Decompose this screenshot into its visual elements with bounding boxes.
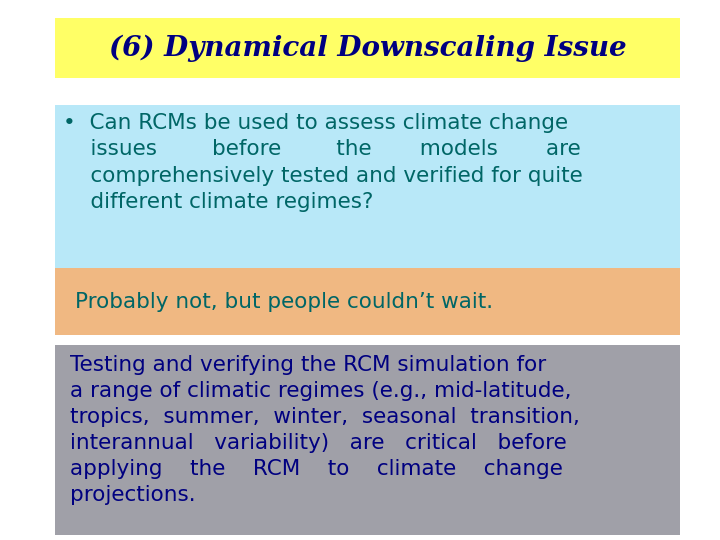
Text: Testing and verifying the RCM simulation for
a range of climatic regimes (e.g., : Testing and verifying the RCM simulation… bbox=[70, 355, 580, 505]
Text: •  Can RCMs be used to assess climate change
    issues        before        the: • Can RCMs be used to assess climate cha… bbox=[63, 113, 582, 212]
Text: Probably not, but people couldn’t wait.: Probably not, but people couldn’t wait. bbox=[75, 292, 493, 312]
Text: (6) Dynamical Downscaling Issue: (6) Dynamical Downscaling Issue bbox=[109, 35, 626, 62]
Bar bbox=[55, 105, 680, 283]
Bar bbox=[55, 18, 680, 78]
Bar bbox=[55, 268, 680, 335]
Bar bbox=[55, 345, 680, 535]
